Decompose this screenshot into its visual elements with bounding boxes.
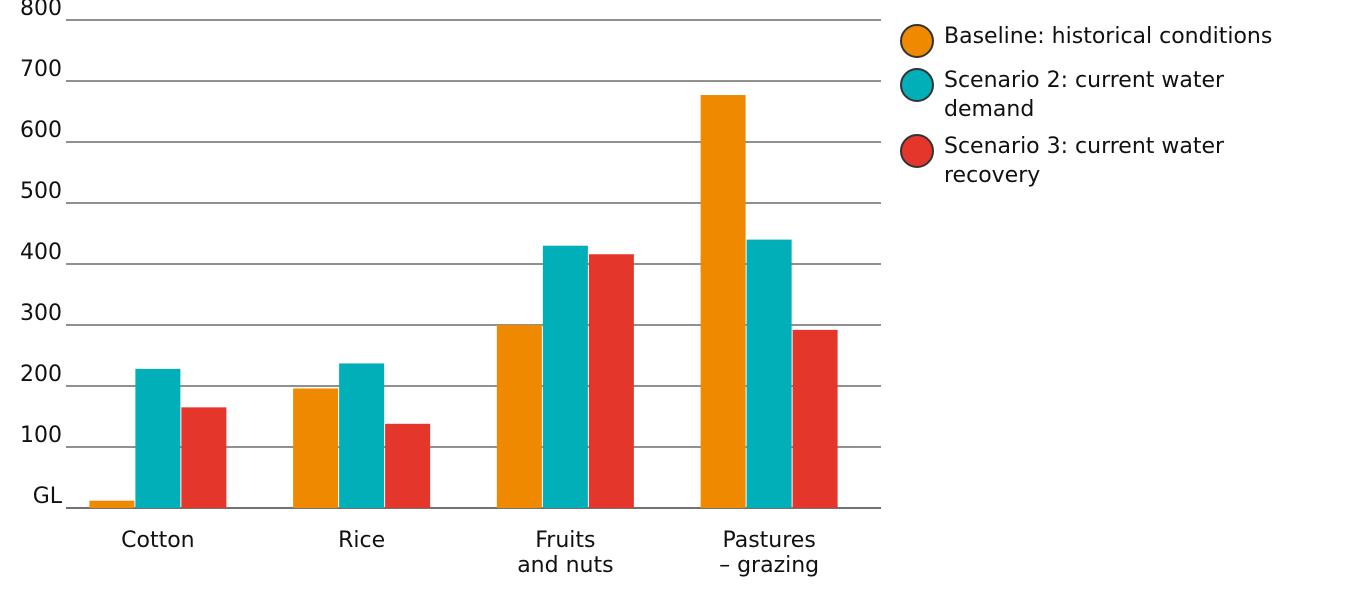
y-tick-label: 700 <box>20 57 62 82</box>
legend-label-scenario-2: Scenario 2: current water demand <box>944 68 1225 122</box>
x-category-label: and nuts <box>517 553 613 578</box>
y-tick-label: GL <box>33 484 63 509</box>
bar <box>293 388 339 508</box>
legend-item-baseline: Baseline: historical conditions <box>900 22 1340 58</box>
bar <box>588 254 634 508</box>
bar <box>792 329 838 508</box>
bar <box>496 325 542 508</box>
bar <box>339 363 385 508</box>
x-category-label: Cotton <box>121 528 194 553</box>
bar <box>385 423 431 508</box>
bars <box>89 95 838 508</box>
y-tick-label: 600 <box>20 118 62 143</box>
legend-label-baseline: Baseline: historical conditions <box>944 24 1273 49</box>
bar <box>700 95 746 508</box>
bar <box>181 407 227 508</box>
legend-item-scenario-2: Scenario 2: current water demand <box>900 66 1340 124</box>
bar <box>135 368 181 508</box>
legend: Baseline: historical conditions Scenario… <box>900 22 1340 198</box>
x-category-label: Pastures <box>722 528 815 553</box>
x-category-label: Fruits <box>535 528 595 553</box>
y-tick-label: 200 <box>20 362 62 387</box>
bar <box>542 245 588 508</box>
bar <box>89 500 135 508</box>
x-category-label: – grazing <box>719 553 819 578</box>
y-tick-label: 100 <box>20 423 62 448</box>
legend-swatch-scenario-3 <box>900 134 934 168</box>
legend-item-scenario-3: Scenario 3: current water recovery <box>900 132 1340 190</box>
y-tick-label: 500 <box>20 179 62 204</box>
y-tick-label: 300 <box>20 301 62 326</box>
y-axis-ticks: GL 100 200 300 400 500 600 700 800 <box>20 0 63 509</box>
legend-swatch-baseline <box>900 24 934 58</box>
x-category-label: Rice <box>338 528 385 553</box>
legend-swatch-scenario-2 <box>900 68 934 102</box>
y-tick-label: 800 <box>20 0 62 21</box>
legend-label-scenario-3: Scenario 3: current water recovery <box>944 134 1225 188</box>
bar <box>746 239 792 508</box>
y-tick-label: 400 <box>20 240 62 265</box>
